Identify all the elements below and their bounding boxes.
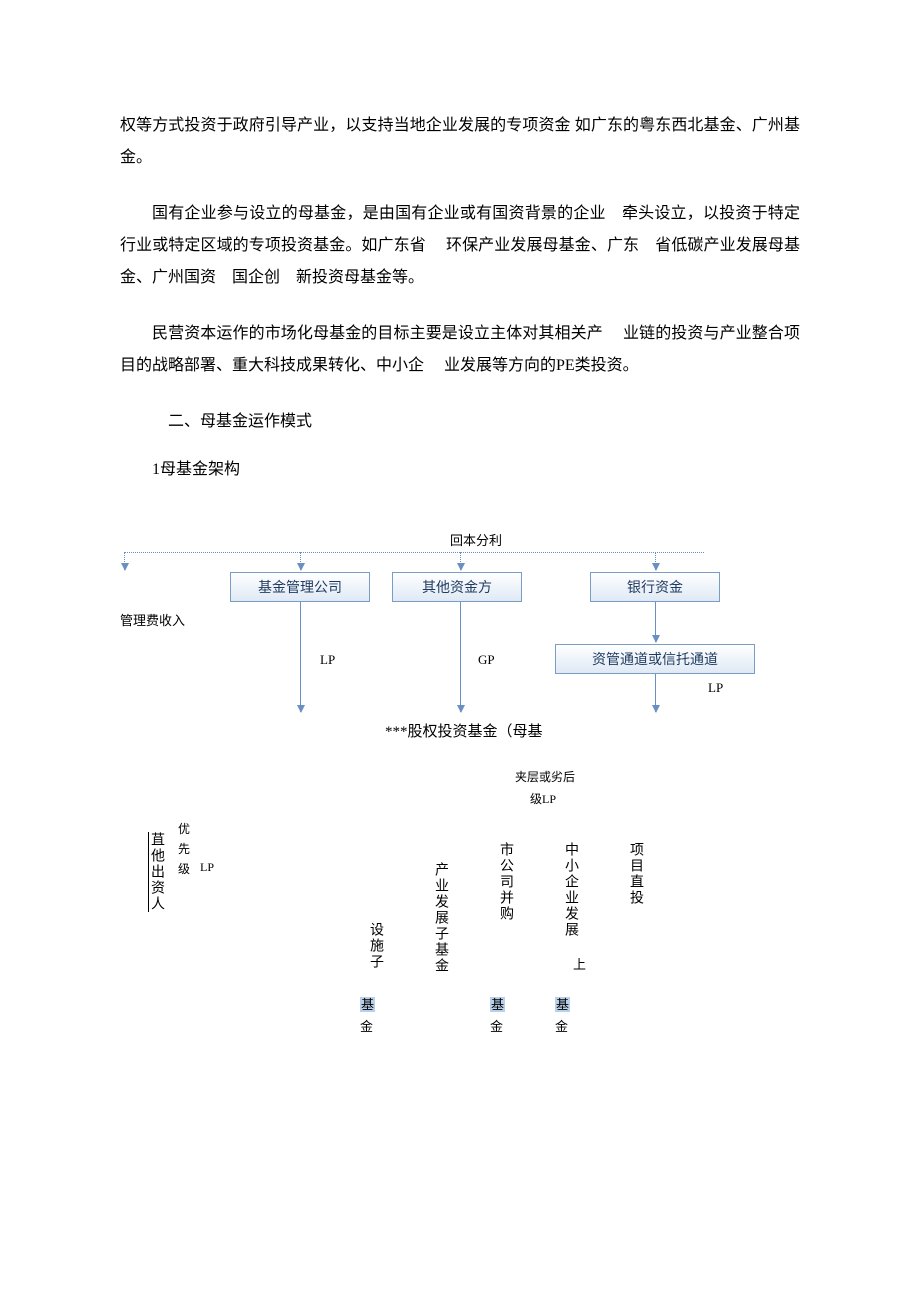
col-facility-b: 基	[360, 994, 375, 1013]
label-return-profit: 回本分利	[450, 530, 502, 549]
fund-structure-diagram: 回本分利 基金管理公司 其他资金方 银行资金 管理费收入 LP GP 资管通道或…	[110, 502, 810, 1062]
arrow-bank-down	[655, 602, 656, 642]
arrow-channel-down	[655, 674, 656, 712]
heading-2: 二、母基金运作模式	[120, 406, 800, 438]
label-mezz-1: 夹层或劣后	[515, 768, 575, 785]
label-mezz-2: 级LP	[530, 790, 556, 807]
label-priority-b: 先	[178, 840, 190, 857]
box-other-funds: 其他资金方	[392, 572, 522, 602]
col-sme-b: 上	[573, 954, 586, 973]
box-bank-funds: 银行资金	[590, 572, 720, 602]
box-fund-manager: 基金管理公司	[230, 572, 370, 602]
label-priority-c: 级	[178, 860, 190, 877]
col-listed-c: 金	[490, 1016, 503, 1035]
label-priority-a: 优	[178, 820, 190, 837]
label-mgmt-fee: 管理费收入	[120, 610, 185, 629]
col-sme-a: 中小企业发展	[560, 842, 581, 938]
box-channel: 资管通道或信托通道	[555, 644, 755, 674]
col-facility-a: 设施子	[365, 922, 386, 970]
col-direct: 项目直投	[625, 842, 646, 906]
feedback-line-v-left	[124, 552, 125, 570]
col-sme-c: 基	[555, 994, 570, 1013]
label-gp: GP	[478, 652, 495, 668]
paragraph-2: 国有企业参与设立的母基金，是由国有企业或有国资背景的企业 牵头设立，以投资于特定…	[120, 198, 800, 294]
col-sme-d: 金	[555, 1016, 568, 1035]
label-other-investors: 苴他出资人	[146, 832, 167, 912]
col-listed-a: 市公司并购	[495, 842, 516, 922]
col-industry: 产业发展子基金	[430, 862, 451, 974]
arrow-other-down	[460, 602, 461, 712]
subheading-1: 1母基金架构	[120, 454, 800, 486]
paragraph-1: 权等方式投资于政府引导产业，以支持当地企业发展的专项资金 如广东的粤东西北基金、…	[120, 110, 800, 174]
feedback-line-v1	[300, 552, 301, 570]
feedback-line-v3	[655, 552, 656, 570]
col-listed-b: 基	[490, 994, 505, 1013]
feedback-line-h	[124, 552, 704, 553]
label-lp1: LP	[320, 652, 335, 668]
arrow-mgr-down	[300, 602, 301, 712]
feedback-line-v2	[460, 552, 461, 570]
col-facility-c: 金	[360, 1016, 373, 1035]
label-lp2: LP	[708, 680, 723, 696]
label-equity-fund: ***股权投资基金（母基	[385, 720, 543, 741]
label-priority-lp: LP	[200, 860, 214, 875]
paragraph-3: 民营资本运作的市场化母基金的目标主要是设立主体对其相关产 业链的投资与产业整合项…	[120, 318, 800, 382]
